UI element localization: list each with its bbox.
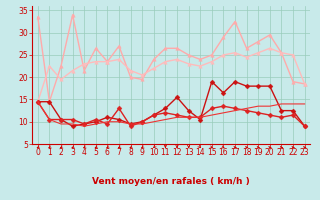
X-axis label: Vent moyen/en rafales ( km/h ): Vent moyen/en rafales ( km/h )	[92, 177, 250, 186]
